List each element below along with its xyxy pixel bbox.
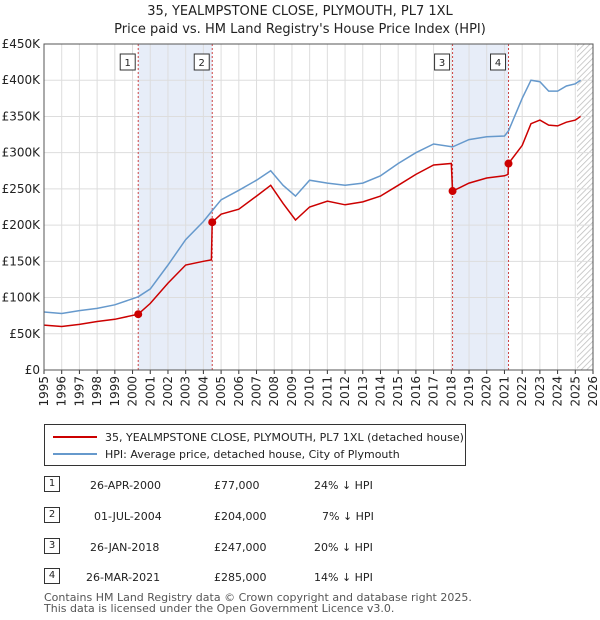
x-tick-label: 1999 [108, 376, 122, 407]
marker-label: 1 [125, 58, 131, 69]
legend-label-property: 35, YEALMPSTONE CLOSE, PLYMOUTH, PL7 1XL… [105, 430, 464, 444]
x-tick-label: 2014 [373, 376, 387, 407]
marker-box [434, 53, 451, 71]
x-tick-label: 2009 [285, 376, 299, 407]
y-tick-label: £300K [2, 146, 42, 160]
y-tick-label: £250K [2, 182, 42, 196]
transaction-badge: 2 [44, 507, 60, 523]
plot-area [44, 44, 593, 370]
marker-box [119, 53, 136, 71]
y-tick-label: £200K [2, 218, 42, 232]
legend-item-hpi: HPI: Average price, detached house, City… [53, 446, 400, 462]
marker-label: 4 [495, 58, 501, 69]
transaction-date: 26-MAR-2021 [86, 571, 161, 584]
y-tick-label: £50K [9, 327, 41, 341]
y-tick-label: £0 [25, 363, 40, 377]
x-tick-label: 2022 [515, 376, 529, 407]
table-row: 1 26-APR-2000 £77,000 24% ↓ HPI [44, 476, 484, 496]
x-tick-label: 2016 [409, 376, 423, 407]
footer-licence: This data is licensed under the Open Gov… [44, 602, 395, 615]
series-line [43, 115, 582, 328]
x-tick-label: 1998 [90, 376, 104, 407]
x-tick-label: 2021 [497, 376, 511, 407]
x-tick-label: 2024 [551, 376, 565, 407]
marker-box [193, 53, 210, 71]
x-tick-label: 2003 [179, 376, 193, 407]
legend-label-hpi: HPI: Average price, detached house, City… [105, 447, 400, 461]
table-row: 3 26-JAN-2018 £247,000 20% ↓ HPI [44, 538, 484, 558]
x-tick-label: 2007 [250, 376, 264, 407]
x-tick-label: 2002 [161, 376, 175, 407]
forecast-region [577, 44, 593, 370]
x-tick-label: 2018 [444, 376, 458, 407]
table-row: 2 01-JUL-2004 £204,000 7% ↓ HPI [44, 507, 484, 527]
x-tick-label: 2006 [232, 376, 246, 407]
transaction-point [504, 159, 513, 168]
x-tick-label: 2004 [196, 376, 210, 407]
transaction-price: £204,000 [214, 510, 267, 523]
legend-item-property: 35, YEALMPSTONE CLOSE, PLYMOUTH, PL7 1XL… [53, 429, 464, 445]
transaction-badge: 1 [44, 476, 60, 492]
footer-copyright: Contains HM Land Registry data © Crown c… [44, 591, 472, 604]
transaction-price: £77,000 [214, 479, 260, 492]
x-tick-label: 2025 [568, 376, 582, 407]
transaction-price: £247,000 [214, 541, 267, 554]
transaction-hpi: 14% ↓ HPI [314, 571, 373, 584]
x-tick-label: 1995 [37, 376, 51, 407]
x-tick-label: 1996 [55, 376, 69, 407]
price-chart: £0 £50K £100K £150K £200K £250K £300K £350K £400… [2, 37, 600, 407]
shaded-period [452, 44, 509, 370]
x-tick-label: 2005 [214, 376, 228, 407]
x-tick-label: 2008 [267, 376, 281, 407]
y-tick-label: £100K [2, 291, 42, 305]
transaction-date: 26-APR-2000 [90, 479, 162, 492]
x-tick-label: 2023 [533, 376, 547, 407]
x-tick-label: 2010 [303, 376, 317, 407]
chart-title: 35, YEALMPSTONE CLOSE, PLYMOUTH, PL7 1XL [147, 4, 453, 19]
transaction-hpi: 24% ↓ HPI [314, 479, 373, 492]
x-tick-label: 2026 [586, 376, 600, 407]
y-tick-label: £400K [2, 73, 42, 87]
x-tick-label: 2011 [320, 376, 334, 407]
marker-label: 3 [439, 58, 445, 69]
transaction-hpi: 7% ↓ HPI [322, 510, 374, 523]
x-tick-label: 2019 [462, 376, 476, 407]
marker-label: 2 [199, 58, 205, 69]
y-tick-label: £450K [2, 37, 42, 51]
transaction-point [208, 218, 217, 227]
x-tick-label: 2001 [143, 376, 157, 407]
plot-frame [43, 43, 594, 371]
shaded-period [138, 44, 213, 370]
transaction-hpi: 20% ↓ HPI [314, 541, 373, 554]
x-tick-label: 2012 [338, 376, 352, 407]
transaction-point [448, 187, 457, 196]
legend: 35, YEALMPSTONE CLOSE, PLYMOUTH, PL7 1XL… [44, 424, 466, 466]
marker-box [490, 53, 507, 71]
transaction-price: £285,000 [214, 571, 267, 584]
x-tick-label: 2020 [480, 376, 494, 407]
x-tick-label: 2013 [356, 376, 370, 407]
chart-subtitle: Price paid vs. HM Land Registry's House … [114, 22, 486, 37]
legend-line-blue [53, 453, 97, 455]
x-tick-label: 1997 [72, 376, 86, 407]
transaction-badge: 3 [44, 538, 60, 554]
legend-line-red [53, 436, 97, 438]
table-row: 4 26-MAR-2021 £285,000 14% ↓ HPI [44, 568, 484, 588]
transaction-date: 26-JAN-2018 [90, 541, 160, 554]
y-tick-label: £350K [2, 109, 42, 123]
transaction-date: 01-JUL-2004 [94, 510, 162, 523]
x-tick-label: 2017 [427, 376, 441, 407]
transaction-badge: 4 [44, 568, 60, 584]
x-tick-label: 2000 [126, 376, 140, 407]
x-tick-label: 2015 [391, 376, 405, 407]
series-line [43, 79, 582, 315]
y-tick-label: £150K [2, 254, 42, 268]
transaction-point [134, 310, 143, 319]
